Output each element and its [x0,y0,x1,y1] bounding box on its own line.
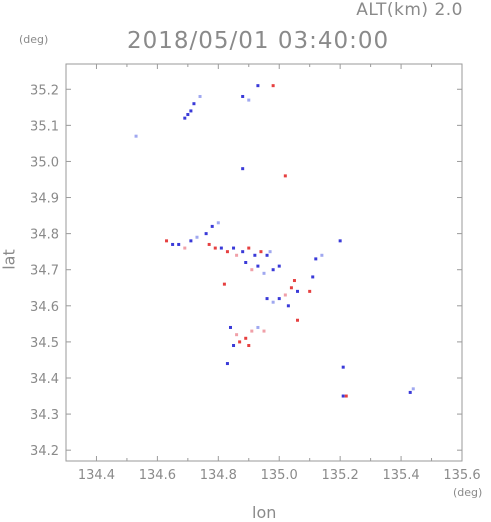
data-point [247,98,251,102]
data-point [241,250,245,254]
data-point [262,329,266,333]
data-point [134,134,138,138]
data-point [311,275,315,279]
x-tick-label: 135.2 [322,468,359,483]
data-point [283,174,287,178]
data-point [171,242,175,246]
data-point [296,318,300,322]
data-point [341,394,345,398]
data-point [241,167,245,171]
data-point [256,325,260,329]
data-point [228,325,232,329]
data-point [268,250,272,254]
axis-ticks: 134.4 134.6 134.8 135.0 135.2 135.4 135.6 34.2 3… [30,64,481,483]
data-point [204,232,208,236]
plot-frame [65,63,463,462]
chart-title-datetime: 2018/05/01 03:40:00 [127,28,390,54]
data-point [177,242,181,246]
data-point [210,224,214,228]
data-point [320,253,324,257]
data-point [213,246,217,250]
data-point [411,387,415,391]
x-tick-label: 135.6 [443,468,480,483]
altitude-label: ALT(km) 2.0 [356,0,463,20]
y-tick-label: 34.6 [30,300,59,315]
x-axis-title: lon [252,503,277,522]
y-tick-label: 34.5 [30,336,59,351]
data-point [277,297,281,301]
y-tick-label: 34.2 [30,444,59,459]
data-point [296,289,300,293]
data-point [241,94,245,98]
data-point [247,344,251,348]
data-point [195,235,199,239]
x-tick-label: 134.6 [139,468,176,483]
y-tick-label: 35.2 [30,83,59,98]
data-point [344,394,348,398]
data-point [198,94,202,98]
x-tick-label: 135.4 [382,468,419,483]
data-point [308,289,312,293]
data-point [247,246,251,250]
x-tick-label: 134.8 [200,468,237,483]
x-axis-unit: (deg) [453,486,483,499]
data-point [289,286,293,290]
y-tick-label: 35.1 [30,119,59,134]
data-point [283,293,287,297]
data-point [189,109,193,113]
data-point [338,239,342,243]
data-point [271,84,275,88]
data-point [192,102,196,106]
data-point [235,333,239,337]
y-tick-label: 34.8 [30,228,59,243]
data-point [186,113,190,117]
data-point [286,304,290,308]
data-point [253,253,257,257]
data-point [232,344,236,348]
data-point [225,250,229,254]
y-tick-label: 34.4 [30,372,59,387]
data-point [259,250,263,254]
data-point [244,261,248,264]
x-tick-label: 134.4 [78,468,115,483]
data-point [244,336,248,340]
data-point [225,362,229,366]
data-point [256,84,260,88]
data-point [292,279,296,283]
data-point [183,246,187,250]
data-point [235,253,239,257]
data-point [250,268,254,272]
data-point [271,300,275,304]
data-point [222,282,226,286]
data-point [165,239,169,243]
data-point [256,264,260,268]
data-point [265,297,269,301]
data-point [250,329,254,333]
data-point [314,257,318,261]
data-points [134,84,415,398]
data-point [265,253,269,257]
data-point [207,242,211,246]
data-point [271,268,275,272]
data-point [408,390,412,394]
y-tick-label: 35.0 [30,155,59,170]
data-point [277,264,281,268]
y-tick-label: 34.7 [30,264,59,279]
y-axis-unit: (deg) [19,33,49,46]
data-point [216,221,220,225]
data-point [341,365,345,369]
x-tick-label: 135.0 [261,468,298,483]
data-point [219,246,223,250]
data-point [238,340,242,344]
y-tick-label: 34.3 [30,408,59,423]
y-tick-label: 34.9 [30,192,59,207]
data-point [183,116,187,120]
data-point [262,271,266,275]
data-point [189,239,193,243]
data-point [232,246,236,250]
